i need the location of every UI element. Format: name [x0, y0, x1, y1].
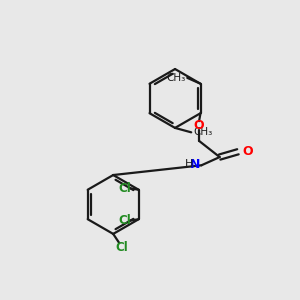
Text: N: N — [190, 158, 200, 171]
Text: CH₃: CH₃ — [166, 73, 185, 83]
Text: Cl: Cl — [118, 182, 131, 195]
Text: O: O — [242, 145, 253, 158]
Text: Cl: Cl — [116, 241, 128, 254]
Text: CH₃: CH₃ — [193, 127, 212, 137]
Text: O: O — [194, 119, 204, 132]
Text: H: H — [185, 159, 193, 169]
Text: Cl: Cl — [118, 214, 131, 227]
